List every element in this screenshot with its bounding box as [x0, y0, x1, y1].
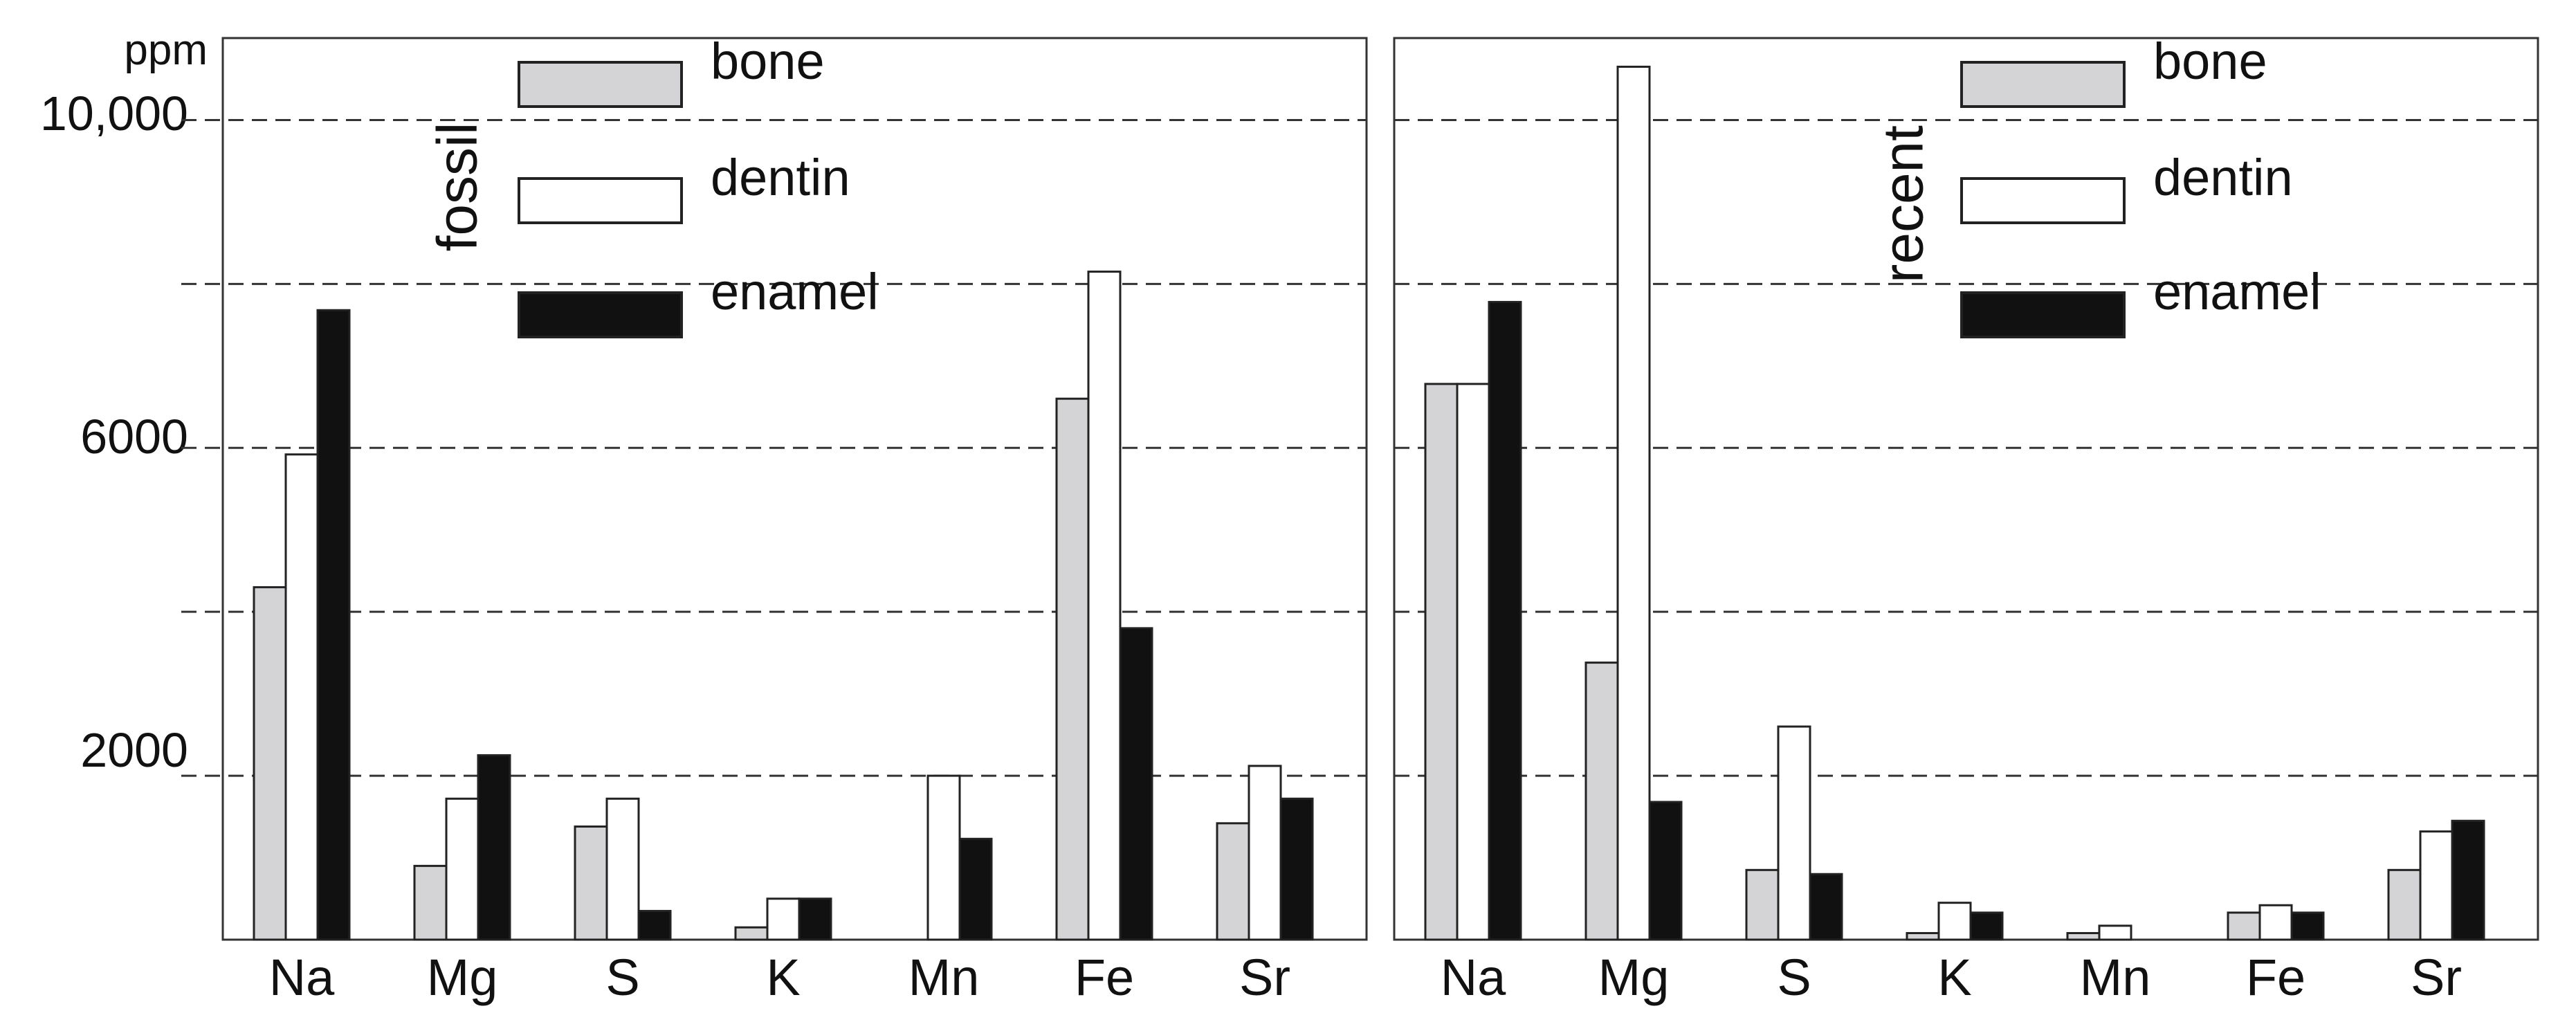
- legend-label-dentin: dentin: [2153, 149, 2293, 206]
- bar-enamel-K: [1969, 911, 2004, 941]
- y-axis-unit-label: ppm: [124, 26, 208, 74]
- x-tick-label-K: K: [766, 949, 800, 1006]
- bar-enamel-Sr: [2451, 819, 2485, 941]
- legend-swatch-dentin: [1960, 177, 2126, 224]
- bar-bone-Sr: [2387, 868, 2422, 941]
- bar-enamel-Mg: [1648, 801, 1683, 941]
- bar-dentin-S: [1777, 725, 1811, 941]
- y-tick-label-2000: 2000: [80, 723, 188, 777]
- x-tick-label-K: K: [1937, 949, 1971, 1006]
- y-tick-label-6000: 6000: [80, 410, 188, 464]
- x-tick-label-Mg: Mg: [1598, 949, 1670, 1006]
- bar-dentin-Mg: [445, 797, 479, 941]
- legend-swatch-bone: [518, 61, 683, 108]
- bar-bone-Sr: [1216, 822, 1250, 941]
- legend-label-dentin: dentin: [711, 149, 850, 206]
- panel-title-fossil: fossil: [426, 122, 489, 252]
- bar-bone-S: [574, 825, 608, 941]
- legend-label-enamel: enamel: [711, 263, 879, 320]
- bar-enamel-Sr: [1279, 797, 1314, 941]
- x-tick-label-Sr: Sr: [2411, 949, 2462, 1006]
- legend-swatch-dentin: [518, 177, 683, 224]
- bar-dentin-K: [1937, 902, 1972, 941]
- bar-dentin-Fe: [2258, 904, 2293, 941]
- bar-enamel-Mg: [477, 754, 511, 941]
- legend-label-bone: bone: [711, 33, 825, 90]
- bar-bone-Mg: [1584, 662, 1619, 941]
- bar-dentin-Mn: [926, 774, 961, 941]
- legend-fossil: bone dentin enamel: [518, 33, 879, 338]
- bar-bone-K: [734, 926, 769, 941]
- x-tick-label-Na: Na: [1441, 949, 1506, 1006]
- bar-dentin-S: [605, 797, 640, 941]
- legend-label-enamel: enamel: [2153, 263, 2321, 320]
- bar-bone-Na: [1424, 383, 1459, 941]
- bar-enamel-Fe: [2290, 911, 2325, 941]
- bar-dentin-K: [766, 897, 801, 941]
- bar-bone-Fe: [2227, 911, 2261, 941]
- legend-swatch-enamel: [1960, 291, 2126, 338]
- bar-dentin-Na: [1456, 383, 1490, 941]
- bar-enamel-Na: [316, 309, 351, 941]
- legend-swatch-bone: [1960, 61, 2126, 108]
- x-tick-label-S: S: [605, 949, 639, 1006]
- legend-label-bone: bone: [2153, 33, 2267, 90]
- panel-recent: Na Mg S K Mn Fe Sr recent bone dentin enamel: [1393, 33, 2539, 1006]
- panel-fossil: Na Mg S K Mn Fe Sr fossil bone dentin enamel: [181, 33, 1368, 1006]
- bar-enamel-S: [637, 910, 672, 941]
- bar-dentin-Na: [284, 453, 319, 941]
- y-tick-label-10000: 10,000: [40, 86, 188, 140]
- panel-title-recent: recent: [1872, 125, 1935, 283]
- x-tick-label-Na: Na: [269, 949, 335, 1006]
- bar-dentin-Sr: [2419, 830, 2454, 941]
- bar-dentin-Fe: [1087, 271, 1122, 941]
- legend-recent: bone dentin enamel: [1960, 33, 2321, 338]
- bar-dentin-Mn: [2098, 924, 2132, 941]
- x-tick-label-Mn: Mn: [2080, 949, 2151, 1006]
- x-tick-label-Mg: Mg: [427, 949, 498, 1006]
- bar-bone-Mg: [413, 864, 448, 941]
- bar-bone-K: [1906, 932, 1940, 941]
- bar-dentin-Sr: [1248, 765, 1282, 941]
- x-tick-label-Mn: Mn: [908, 949, 980, 1006]
- bar-bone-Na: [253, 586, 287, 941]
- plot-frame: [1393, 37, 2539, 941]
- bar-bone-Fe: [1055, 397, 1090, 941]
- bar-bone-Mn: [2066, 932, 2101, 941]
- x-tick-label-Sr: Sr: [1239, 949, 1290, 1006]
- bar-bone-S: [1745, 868, 1780, 941]
- bar-enamel-Na: [1488, 300, 1522, 941]
- bar-enamel-Mn: [958, 837, 993, 941]
- x-tick-label-Fe: Fe: [2246, 949, 2305, 1006]
- bar-enamel-Fe: [1119, 627, 1153, 941]
- x-tick-label-Fe: Fe: [1075, 949, 1134, 1006]
- bar-enamel-K: [798, 897, 832, 941]
- bar-enamel-S: [1809, 873, 1843, 941]
- legend-swatch-enamel: [518, 291, 683, 338]
- x-tick-label-S: S: [1777, 949, 1811, 1006]
- bar-dentin-Mg: [1616, 65, 1651, 941]
